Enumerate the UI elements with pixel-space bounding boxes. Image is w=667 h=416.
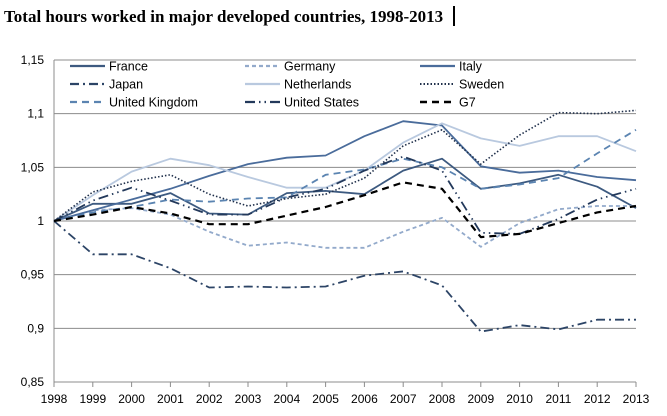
legend-label-japan: Japan [109, 78, 143, 92]
x-tick-label: 2010 [506, 392, 533, 406]
y-tick-label: 0,9 [27, 321, 44, 335]
y-tick-label: 1 [37, 214, 44, 228]
legend-label-sweden: Sweden [459, 78, 504, 92]
series-line-united-states [53, 155, 637, 235]
x-tick-label: 2012 [584, 392, 611, 406]
x-tick-label: 1999 [79, 392, 106, 406]
legend-label-united-states: United States [284, 96, 359, 110]
y-tick-label: 0,95 [21, 268, 45, 282]
gridlines [54, 59, 636, 329]
x-tick-label: 2001 [157, 392, 184, 406]
legend-label-united-kingdom: United Kingdom [109, 96, 198, 110]
legend-label-netherlands: Netherlands [284, 78, 351, 92]
legend-label-g7: G7 [459, 96, 476, 110]
legend-label-germany: Germany [284, 60, 336, 74]
series-line-netherlands [53, 122, 637, 222]
x-axis-tick-labels: 1998 1999 2000 2001 2002 2003 2004 2005 2006 2007… [41, 392, 650, 406]
x-tick-label: 2004 [273, 392, 300, 406]
y-tick-label: 1,05 [21, 160, 45, 174]
x-tick-label: 2006 [351, 392, 378, 406]
x-tick-label: 2013 [623, 392, 650, 406]
x-tick-label: 2002 [196, 392, 223, 406]
x-tick-label: 2008 [429, 392, 456, 406]
text-cursor [453, 6, 455, 26]
chart-title-text: Total hours worked in major developed co… [4, 7, 444, 26]
y-tick-label: 0,85 [21, 375, 45, 389]
x-tick-label: 1998 [41, 392, 68, 406]
series-line-g7 [53, 181, 637, 239]
x-tick-label: 2011 [545, 392, 571, 406]
chart-title: Total hours worked in major developed co… [4, 6, 455, 27]
series-line-sweden [53, 109, 637, 222]
legend: France Germany Italy Japan Netherlands Sweden… [70, 60, 504, 110]
series-lines [53, 109, 637, 333]
x-tick-label: 2009 [467, 392, 494, 406]
series-line-france [53, 157, 637, 222]
y-axis-tick-labels: 0,85 0,9 0,95 1 1,05 1,1 1,15 [21, 53, 45, 389]
y-tick-label: 1,1 [27, 107, 44, 121]
legend-label-italy: Italy [459, 60, 483, 74]
x-tick-label: 2003 [235, 392, 262, 406]
x-tick-label: 2005 [312, 392, 339, 406]
y-tick-label: 1,15 [21, 53, 45, 67]
x-tick-label: 2007 [390, 392, 417, 406]
legend-label-france: France [109, 60, 148, 74]
series-line-united-kingdom [53, 129, 637, 222]
x-tick-label: 2000 [118, 392, 145, 406]
series-line-japan [53, 220, 636, 333]
